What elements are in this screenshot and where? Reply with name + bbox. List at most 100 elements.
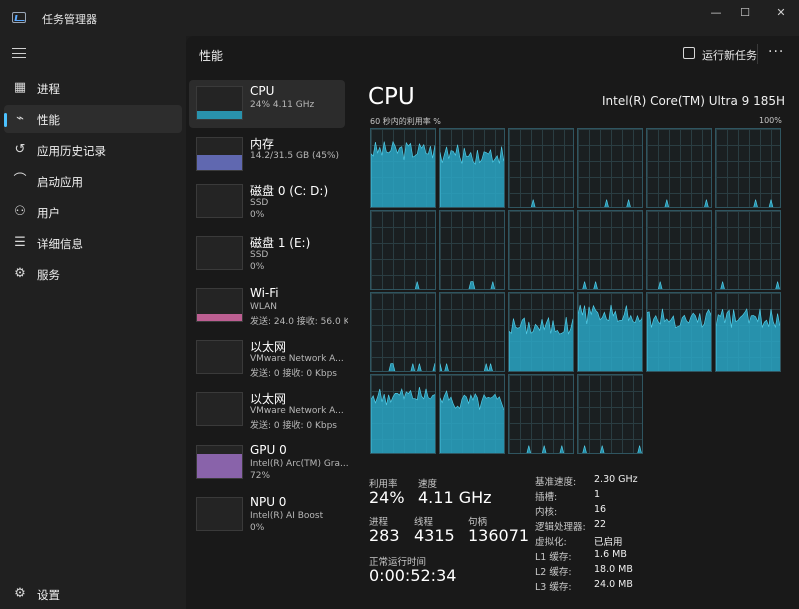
spec-key: L3 缓存:	[535, 582, 572, 593]
device-name: 磁盘 0 (C: D:)	[250, 184, 329, 198]
device-item[interactable]: 以太网 VMware Network A... 发送: 0 接收: 0 Kbps	[189, 386, 345, 434]
core-usage-chart	[468, 281, 496, 289]
main-panel: 性能 运行新任务 ··· CPU 24% 4.11 GHz 内存 14.2/31.5 …	[186, 36, 799, 609]
core-usage-chart	[753, 199, 780, 207]
device-thumbnail-fill	[197, 111, 242, 119]
spec-value: 24.0 MB	[594, 579, 633, 590]
sidebar-item-label: 启动应用	[37, 175, 83, 189]
graph-axis-label: 60 秒内的利用率 %	[370, 117, 441, 126]
device-subtitle: SSD	[250, 198, 269, 208]
graph-axis-max: 100%	[759, 116, 782, 125]
device-item[interactable]: CPU 24% 4.11 GHz	[189, 80, 345, 128]
uptime-value: 0:00:52:34	[369, 566, 457, 585]
device-name: 以太网	[250, 340, 287, 354]
core-usage-area	[371, 387, 435, 453]
core-usage-chart	[664, 199, 709, 207]
processes-icon: ▦	[13, 80, 27, 95]
device-value: 发送: 0 接收: 0 Kbps	[250, 421, 337, 431]
sidebar: ▦ 进程 ⌁ 性能 ↺ 应用历史记录 ⌒ 启动应用 ⚇ 用户 ☰ 详细信息 ⚙ …	[0, 36, 186, 609]
device-thumbnail-graph	[196, 86, 243, 120]
spec-key: L2 缓存:	[535, 567, 572, 578]
sidebar-item-app-history[interactable]: ↺ 应用历史记录	[4, 136, 182, 164]
core-usage-area	[582, 281, 598, 289]
device-value: 0%	[250, 262, 265, 272]
sidebar-item-users[interactable]: ⚇ 用户	[4, 198, 182, 226]
core-usage-area	[664, 199, 709, 207]
task-manager-app-icon	[12, 12, 26, 23]
minimize-button[interactable]: —	[710, 6, 722, 19]
sidebar-item-processes[interactable]: ▦ 进程	[4, 74, 182, 102]
run-new-task-icon[interactable]	[683, 47, 695, 59]
run-new-task-button[interactable]: 运行新任务	[702, 49, 757, 62]
device-subtitle: Intel(R) Arc(TM) Gra...	[250, 459, 348, 469]
hamburger-menu-icon[interactable]	[12, 48, 26, 58]
device-item[interactable]: GPU 0 Intel(R) Arc(TM) Gra... 72%	[189, 439, 348, 487]
core-usage-area	[414, 281, 420, 289]
device-item[interactable]: 磁盘 0 (C: D:) SSD 0%	[189, 178, 345, 226]
uptime-label: 正常运行时间	[369, 557, 427, 568]
core-usage-chart	[440, 390, 504, 453]
spec-key: 虚拟化:	[535, 537, 567, 548]
spec-value: 2.30 GHz	[594, 474, 638, 485]
device-thumbnail-graph	[196, 445, 243, 479]
sidebar-item-startup-apps[interactable]: ⌒ 启动应用	[4, 167, 182, 195]
sidebar-item-performance[interactable]: ⌁ 性能	[4, 105, 182, 133]
spec-value: 18.0 MB	[594, 564, 633, 575]
device-thumbnail-fill	[197, 314, 242, 321]
core-usage-area	[720, 281, 780, 289]
close-button[interactable]: ✕	[776, 6, 786, 19]
more-options-button[interactable]: ···	[768, 44, 785, 60]
spec-value: 1	[594, 489, 601, 500]
core-usage-area	[440, 390, 504, 453]
device-subtitle: 24% 4.11 GHz	[250, 100, 315, 110]
logical-processor-graph	[508, 292, 574, 372]
device-thumbnail-fill	[197, 454, 242, 478]
logical-processor-graph	[646, 292, 712, 372]
device-item[interactable]: 内存 14.2/31.5 GB (45%)	[189, 131, 345, 179]
core-usage-chart	[530, 199, 536, 207]
device-thumbnail-fill	[197, 155, 242, 170]
core-usage-chart	[388, 363, 435, 371]
device-subtitle: WLAN	[250, 302, 278, 312]
device-subtitle: SSD	[250, 250, 269, 260]
core-usage-area	[468, 281, 496, 289]
device-name: 内存	[250, 137, 275, 151]
core-usage-area	[647, 308, 711, 371]
sidebar-item-label: 进程	[37, 82, 60, 96]
device-item[interactable]: 以太网 VMware Network A... 发送: 0 接收: 0 Kbps	[189, 334, 345, 382]
logical-processor-graph	[577, 128, 643, 208]
device-item[interactable]: Wi-Fi WLAN 发送: 24.0 接收: 56.0 K	[189, 282, 348, 330]
handles-value: 136071	[468, 526, 530, 545]
device-item[interactable]: 磁盘 1 (E:) SSD 0%	[189, 230, 345, 278]
core-usage-chart	[414, 281, 420, 289]
device-name: GPU 0	[250, 443, 287, 457]
title-bar: 任务管理器 — ☐ ✕	[0, 0, 799, 36]
core-usage-chart	[526, 445, 565, 453]
page-title: 性能	[199, 49, 224, 63]
logical-processor-graph	[577, 374, 643, 454]
device-value: 72%	[250, 471, 271, 481]
logical-processor-graph	[508, 374, 574, 454]
core-usage-chart	[582, 281, 598, 289]
core-usage-chart	[509, 211, 574, 290]
sidebar-item-details[interactable]: ☰ 详细信息	[4, 229, 182, 257]
core-usage-chart	[720, 281, 780, 289]
performance-icon: ⌁	[16, 111, 24, 126]
core-usage-area	[582, 445, 642, 453]
core-usage-chart	[716, 308, 780, 371]
spec-value: 已启用	[594, 537, 623, 548]
core-usage-chart	[604, 199, 631, 207]
core-usage-area	[509, 316, 573, 371]
core-usage-chart	[657, 281, 663, 289]
sidebar-item-settings[interactable]: ⚙ 设置	[4, 580, 182, 608]
device-subtitle: VMware Network A...	[250, 406, 344, 416]
logical-processor-graph	[646, 210, 712, 290]
logical-processor-graph	[439, 128, 505, 208]
maximize-button[interactable]: ☐	[740, 6, 750, 19]
sidebar-item-services[interactable]: ⚙ 服务	[4, 260, 182, 288]
device-name: CPU	[250, 84, 275, 98]
device-subtitle: VMware Network A...	[250, 354, 344, 364]
logical-processor-graph	[370, 292, 436, 372]
device-item[interactable]: NPU 0 Intel(R) AI Boost 0%	[189, 491, 345, 539]
device-name: 磁盘 1 (E:)	[250, 236, 311, 250]
